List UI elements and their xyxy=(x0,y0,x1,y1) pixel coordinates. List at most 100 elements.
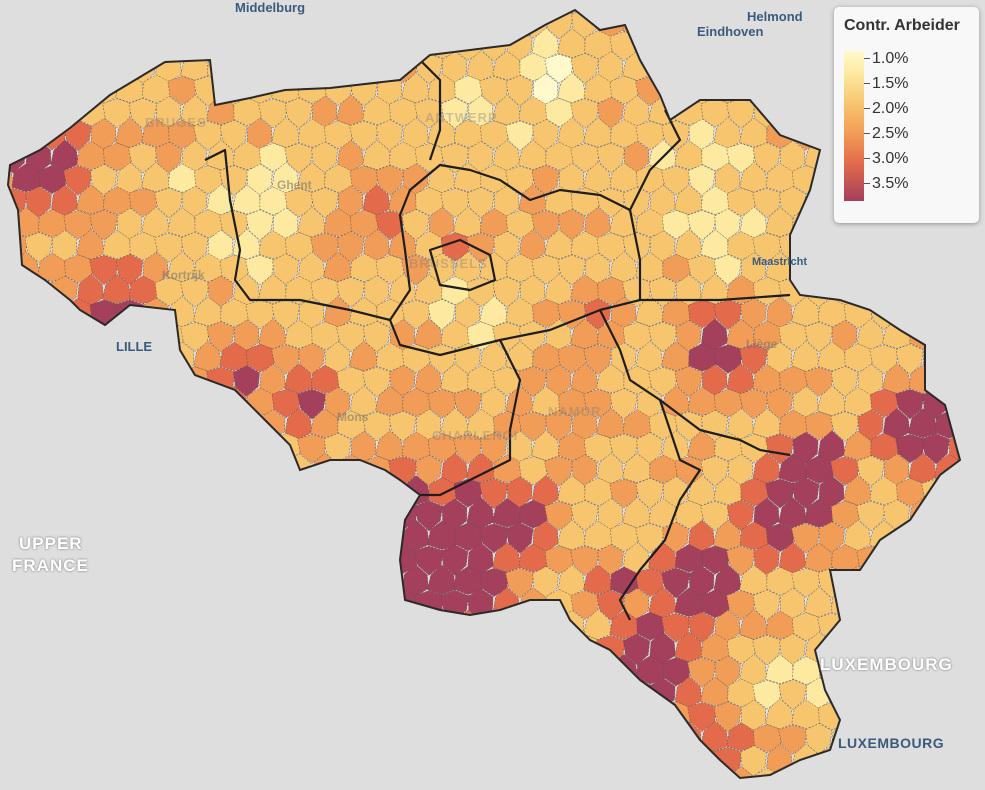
municipality[interactable] xyxy=(779,633,806,666)
municipality[interactable] xyxy=(726,590,756,621)
municipality[interactable] xyxy=(362,95,392,126)
municipality[interactable] xyxy=(531,430,561,461)
municipality[interactable] xyxy=(337,231,365,263)
municipality[interactable] xyxy=(258,273,288,304)
municipality[interactable] xyxy=(557,475,587,506)
municipality[interactable] xyxy=(804,366,834,397)
municipality[interactable] xyxy=(375,165,404,196)
municipality[interactable] xyxy=(154,232,184,263)
municipality[interactable] xyxy=(635,251,665,282)
municipality[interactable] xyxy=(180,231,209,264)
municipality[interactable] xyxy=(713,519,743,551)
municipality[interactable] xyxy=(648,498,678,528)
municipality[interactable] xyxy=(596,363,626,394)
municipality[interactable] xyxy=(518,411,548,442)
municipality[interactable] xyxy=(271,299,300,331)
municipality[interactable] xyxy=(362,321,391,353)
municipality[interactable] xyxy=(505,522,534,554)
municipality[interactable] xyxy=(648,366,678,397)
municipality[interactable] xyxy=(492,94,522,126)
municipality[interactable] xyxy=(583,117,613,148)
municipality[interactable] xyxy=(687,657,717,688)
municipality[interactable] xyxy=(362,139,392,170)
municipality[interactable] xyxy=(531,386,561,416)
municipality[interactable] xyxy=(609,433,639,465)
municipality[interactable] xyxy=(661,567,690,599)
municipality[interactable] xyxy=(856,501,886,532)
municipality[interactable] xyxy=(115,253,144,286)
municipality[interactable] xyxy=(752,187,782,219)
municipality[interactable] xyxy=(752,142,781,174)
municipality[interactable] xyxy=(453,388,482,420)
municipality[interactable] xyxy=(375,210,405,241)
municipality[interactable] xyxy=(570,500,599,532)
municipality[interactable] xyxy=(570,545,600,576)
municipality[interactable] xyxy=(453,434,483,464)
municipality[interactable] xyxy=(558,208,585,241)
municipality[interactable] xyxy=(245,209,274,241)
municipality[interactable] xyxy=(284,143,314,174)
municipality[interactable] xyxy=(713,701,742,733)
municipality[interactable] xyxy=(765,206,795,237)
municipality[interactable] xyxy=(193,296,223,327)
municipality[interactable] xyxy=(609,388,638,420)
municipality[interactable] xyxy=(440,544,469,576)
municipality[interactable] xyxy=(518,139,548,170)
municipality[interactable] xyxy=(830,365,859,398)
municipality[interactable] xyxy=(349,296,379,327)
municipality[interactable] xyxy=(687,430,717,461)
municipality[interactable] xyxy=(778,679,807,711)
municipality[interactable] xyxy=(233,365,260,397)
municipality[interactable] xyxy=(479,478,509,510)
municipality[interactable] xyxy=(492,276,521,308)
municipality[interactable] xyxy=(415,454,442,487)
municipality[interactable] xyxy=(752,407,782,439)
municipality[interactable] xyxy=(765,478,795,509)
municipality[interactable] xyxy=(687,164,716,196)
municipality[interactable] xyxy=(155,141,183,174)
municipality[interactable] xyxy=(63,165,93,196)
municipality[interactable] xyxy=(297,388,327,420)
municipality[interactable] xyxy=(89,255,119,285)
municipality[interactable] xyxy=(323,251,353,282)
municipality[interactable] xyxy=(401,299,431,330)
municipality[interactable] xyxy=(427,117,457,148)
municipality[interactable] xyxy=(492,541,522,573)
municipality[interactable] xyxy=(310,232,340,263)
municipality[interactable] xyxy=(778,724,808,755)
municipality[interactable] xyxy=(739,389,769,420)
municipality[interactable] xyxy=(232,184,262,215)
municipality[interactable] xyxy=(739,117,769,148)
municipality[interactable] xyxy=(713,299,743,330)
municipality[interactable] xyxy=(739,564,769,595)
municipality[interactable] xyxy=(102,273,132,305)
municipality[interactable] xyxy=(297,162,327,193)
municipality[interactable] xyxy=(817,341,847,371)
municipality[interactable] xyxy=(401,209,430,241)
municipality[interactable] xyxy=(531,210,561,241)
municipality[interactable] xyxy=(700,229,730,260)
municipality[interactable] xyxy=(583,389,613,419)
municipality[interactable] xyxy=(466,452,496,483)
municipality[interactable] xyxy=(609,609,639,640)
municipality[interactable] xyxy=(37,252,67,282)
municipality[interactable] xyxy=(284,97,313,129)
municipality[interactable] xyxy=(726,545,756,577)
municipality[interactable] xyxy=(349,340,379,372)
municipality[interactable] xyxy=(154,187,184,219)
municipality[interactable] xyxy=(726,98,756,129)
municipality[interactable] xyxy=(583,344,613,375)
municipality[interactable] xyxy=(128,98,157,129)
municipality[interactable] xyxy=(674,587,704,617)
municipality[interactable] xyxy=(440,97,469,129)
municipality[interactable] xyxy=(180,322,210,352)
municipality[interactable] xyxy=(739,344,768,375)
municipality[interactable] xyxy=(141,118,171,148)
municipality[interactable] xyxy=(310,408,340,438)
municipality[interactable] xyxy=(349,120,379,151)
municipality[interactable] xyxy=(414,98,444,129)
municipality[interactable] xyxy=(388,228,418,260)
municipality[interactable] xyxy=(921,433,950,465)
municipality[interactable] xyxy=(791,568,821,598)
municipality[interactable] xyxy=(791,296,821,327)
